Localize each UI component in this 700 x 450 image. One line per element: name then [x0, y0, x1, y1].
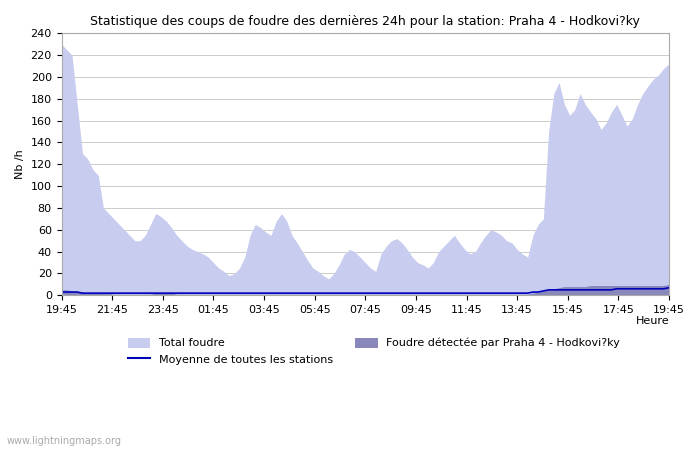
Legend: Total foudre, Moyenne de toutes les stations, Foudre détectée par Praha 4 - Hodk: Total foudre, Moyenne de toutes les stat…	[128, 338, 620, 364]
Title: Statistique des coups de foudre des dernières 24h pour la station: Praha 4 - Hod: Statistique des coups de foudre des dern…	[90, 15, 640, 28]
Text: Heure: Heure	[636, 316, 669, 326]
Y-axis label: Nb /h: Nb /h	[15, 149, 25, 179]
Text: www.lightningmaps.org: www.lightningmaps.org	[7, 436, 122, 446]
